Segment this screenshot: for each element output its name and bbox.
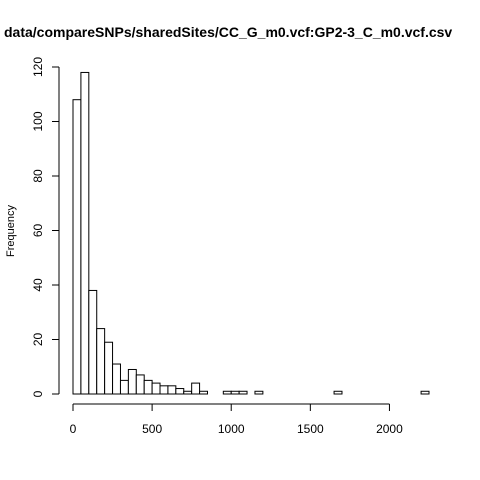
histogram-bar [191, 382, 201, 395]
x-axis: 0 500 1000 1500 2000 [70, 403, 403, 436]
y-axis: 0 20 40 60 80 100 120 [31, 57, 60, 397]
y-tick-label: 60 [31, 224, 45, 238]
histogram-bar [80, 71, 90, 395]
histogram-bar [175, 388, 185, 395]
histogram-bar [230, 390, 240, 395]
bars-group [72, 71, 430, 395]
y-axis-label: Frequency [5, 205, 17, 257]
histogram-bar [88, 289, 98, 395]
y-tick-label: 0 [31, 390, 45, 397]
histogram-bar [167, 385, 177, 395]
histogram-bar [72, 99, 82, 395]
histogram-bar [143, 379, 153, 395]
histogram-bar [135, 374, 145, 395]
y-tick-label: 80 [31, 169, 45, 183]
histogram-bar [127, 368, 137, 395]
histogram-bar [183, 390, 193, 395]
x-tick-label: 2000 [376, 422, 403, 436]
chart-title: data/compareSNPs/sharedSites/CC_G_m0.vcf… [4, 24, 452, 40]
y-tick-label: 100 [31, 111, 45, 131]
y-tick-label: 120 [31, 57, 45, 77]
histogram-bar [333, 390, 343, 395]
histogram-bar [112, 363, 121, 395]
histogram-bar [119, 379, 129, 395]
histogram-bar [254, 390, 264, 395]
x-tick-label: 1500 [297, 422, 324, 436]
histogram-bar [238, 390, 248, 395]
x-tick-label: 500 [142, 422, 162, 436]
histogram-bar [199, 390, 208, 395]
y-tick-label: 40 [31, 278, 45, 292]
histogram-bar [159, 385, 169, 395]
x-tick-label: 0 [70, 422, 77, 436]
histogram-bar [104, 341, 114, 395]
histogram-bar [96, 328, 106, 395]
histogram-bar [222, 390, 232, 395]
y-tick-label: 20 [31, 333, 45, 347]
histogram-bar [151, 382, 161, 395]
histogram-bar [420, 390, 430, 395]
x-tick-label: 1000 [218, 422, 245, 436]
